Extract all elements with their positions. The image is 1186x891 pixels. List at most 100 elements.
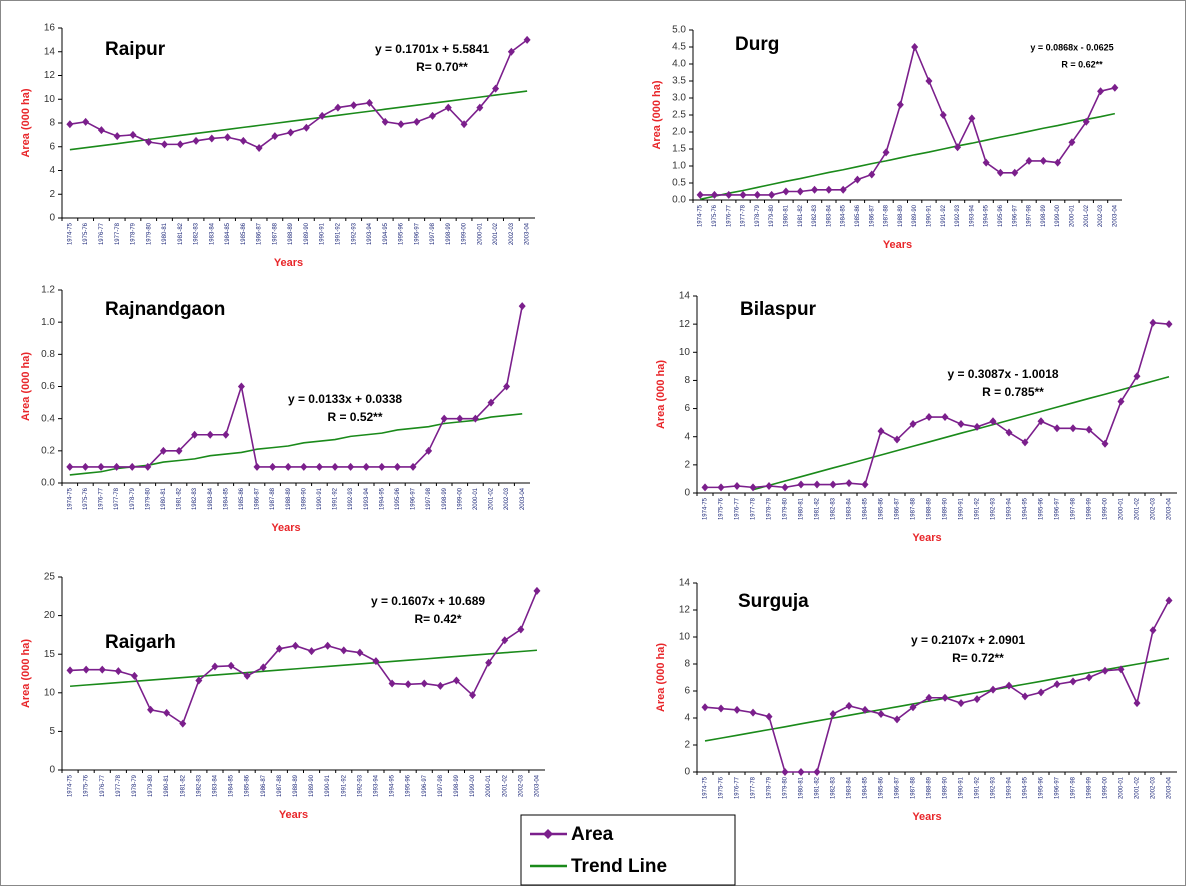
- data-point: [1037, 688, 1045, 697]
- x-tick-label: 1983-84: [209, 222, 215, 245]
- data-point: [533, 586, 541, 595]
- x-tick-label: 1989-90: [943, 776, 949, 799]
- x-tick-label: 2003-04: [520, 487, 526, 510]
- data-point: [782, 187, 790, 196]
- data-point: [393, 462, 401, 471]
- x-tick-label: 1984-85: [863, 776, 869, 799]
- data-point: [409, 462, 417, 471]
- data-point: [813, 768, 821, 776]
- x-tick-label: 1988-89: [286, 487, 292, 510]
- x-tick-label: 1998-99: [454, 774, 460, 797]
- data-point: [696, 190, 704, 199]
- y-tick-label: 2.5: [672, 110, 686, 121]
- x-tick-label: 1974-75: [67, 222, 73, 245]
- x-tick-label: 1992-93: [955, 204, 961, 227]
- data-point: [1021, 692, 1029, 701]
- x-tick-label: 1997-98: [1071, 497, 1077, 520]
- data-point: [160, 140, 168, 149]
- y-tick-label: 8: [49, 118, 55, 129]
- data-point: [456, 414, 464, 423]
- data-point: [982, 158, 990, 167]
- x-tick-label: 2001-02: [1135, 776, 1141, 799]
- x-tick-label: 1977-78: [115, 222, 121, 245]
- data-point: [347, 462, 355, 471]
- data-point: [372, 657, 380, 666]
- y-tick-label: 1.2: [41, 285, 55, 296]
- chart-title: Raigarh: [105, 632, 176, 653]
- data-point: [517, 625, 525, 634]
- y-tick-label: 0.0: [41, 478, 55, 489]
- series-line: [705, 321, 1170, 489]
- x-tick-label: 1979-80: [783, 776, 789, 799]
- y-tick-label: 0.5: [672, 178, 686, 189]
- data-point: [845, 701, 853, 710]
- data-point: [175, 446, 183, 455]
- x-tick-label: 2000-01: [486, 774, 492, 797]
- data-point: [839, 185, 847, 194]
- y-tick-label: 4: [684, 431, 690, 442]
- r-value: R = 0.785**: [982, 385, 1044, 399]
- data-point: [476, 103, 484, 112]
- series-line: [69, 305, 523, 468]
- y-tick-label: 0: [49, 765, 55, 776]
- data-point: [275, 644, 283, 653]
- x-tick-label: 2001-02: [1084, 204, 1090, 227]
- data-point: [302, 123, 310, 132]
- y-tick-label: 2.0: [672, 127, 686, 138]
- x-tick-label: 1987-88: [277, 774, 283, 797]
- data-point: [503, 382, 511, 391]
- data-point: [1053, 680, 1061, 689]
- x-tick-label: 1991-92: [333, 487, 339, 510]
- x-tick-label: 1979-80: [145, 487, 151, 510]
- x-tick-label: 1996-97: [414, 222, 420, 245]
- data-point: [1149, 626, 1157, 635]
- data-point: [968, 114, 976, 123]
- data-point: [191, 430, 199, 439]
- data-point: [877, 427, 885, 436]
- data-point: [381, 117, 389, 126]
- x-tick-label: 1987-88: [911, 497, 917, 520]
- data-point: [1082, 117, 1090, 126]
- x-tick-label: 1982-83: [196, 774, 202, 797]
- data-point: [861, 480, 869, 489]
- data-point: [255, 143, 263, 152]
- data-point: [1117, 397, 1125, 406]
- x-tick-label: 2000-01: [1119, 776, 1125, 799]
- series-line: [700, 44, 1116, 196]
- chart-title: Surguja: [738, 591, 809, 612]
- y-axis-label: Area (000 ha): [20, 88, 32, 157]
- x-tick-label: 1978-79: [755, 204, 761, 227]
- data-point: [518, 302, 526, 311]
- x-tick-label: 1993-94: [1007, 497, 1013, 520]
- x-tick-label: 1984-85: [225, 222, 231, 245]
- x-tick-label: 2001-02: [489, 487, 495, 510]
- data-point: [485, 658, 493, 667]
- data-point: [471, 414, 479, 423]
- data-point: [989, 685, 997, 694]
- r-value: R= 0.42*: [414, 612, 461, 626]
- y-tick-label: 0.2: [41, 445, 55, 456]
- x-tick-label: 2001-02: [502, 774, 508, 797]
- y-tick-label: 0.8: [41, 349, 55, 360]
- x-tick-label: 1992-93: [991, 497, 997, 520]
- data-point: [1005, 428, 1013, 437]
- x-tick-label: 1997-98: [438, 774, 444, 797]
- x-tick-label: 1994-95: [1023, 497, 1029, 520]
- legend-box: [520, 814, 736, 886]
- x-tick-label: 1999-00: [1103, 497, 1109, 520]
- r-value: R= 0.72**: [952, 651, 1004, 665]
- x-tick-label: 1985-86: [241, 222, 247, 245]
- x-tick-label: 1985-86: [245, 774, 251, 797]
- data-point: [1068, 138, 1076, 147]
- x-tick-label: 2000-01: [473, 487, 479, 510]
- data-point: [996, 168, 1004, 177]
- x-tick-label: 1991-92: [335, 222, 341, 245]
- data-point: [269, 462, 277, 471]
- x-tick-label: 1993-94: [364, 487, 370, 510]
- equation: y = 0.1701x + 5.5841: [375, 42, 489, 56]
- x-tick-label: 1987-88: [884, 204, 890, 227]
- x-tick-label: 1987-88: [911, 776, 917, 799]
- chart-title: Rajnandgaon: [105, 299, 225, 320]
